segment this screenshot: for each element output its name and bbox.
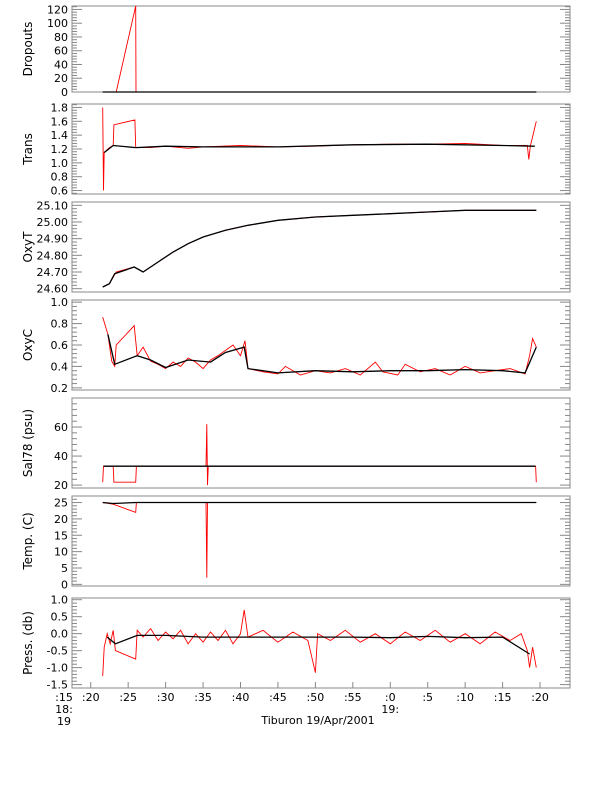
y-tick-label: 24.70 bbox=[37, 266, 69, 279]
x-tick-label: :35 bbox=[194, 691, 212, 704]
series-raw bbox=[102, 5, 537, 93]
panel-frame bbox=[71, 495, 571, 587]
y-tick-label: 0.6 bbox=[51, 185, 69, 198]
y-tick-label: 1.0 bbox=[51, 157, 69, 170]
x-tick-label: :55 bbox=[344, 691, 362, 704]
series-raw bbox=[102, 609, 537, 677]
y-tick-label: 120 bbox=[47, 3, 68, 16]
series-raw bbox=[102, 107, 537, 191]
panel-frame bbox=[71, 201, 571, 293]
y-tick-label: -1.0 bbox=[47, 662, 68, 675]
y-tick-label: 20 bbox=[54, 72, 68, 85]
panel-frame bbox=[71, 299, 571, 391]
y-tick-label: 0.2 bbox=[51, 382, 69, 395]
x-tick-label: :40 bbox=[232, 691, 250, 704]
x-axis-title: Tiburon 19/Apr/2001 bbox=[261, 714, 375, 727]
y-tick-label: 1.4 bbox=[51, 129, 69, 142]
y-tick-label: 100 bbox=[47, 17, 68, 30]
y-tick-label: 15 bbox=[54, 529, 68, 542]
x-tick-label: :5 bbox=[422, 691, 433, 704]
panel-trans: 0.60.81.01.21.41.61.8 Trans bbox=[21, 101, 571, 198]
y-axis-label: OxyC bbox=[21, 329, 35, 361]
series-raw bbox=[102, 209, 537, 288]
x-tick-label: :20 bbox=[531, 691, 549, 704]
series-smoothed bbox=[106, 634, 530, 655]
y-axis-label: Sal78 (psu) bbox=[21, 409, 35, 477]
y-tick-label: 1.0 bbox=[51, 296, 69, 309]
y-tick-label: 40 bbox=[54, 58, 68, 71]
y-tick-label: 25 bbox=[54, 497, 68, 510]
y-tick-label: 25.10 bbox=[37, 199, 69, 212]
y-tick-label: 20 bbox=[54, 479, 68, 492]
y-axis-label: Temp. (C) bbox=[21, 512, 35, 570]
panel-temp: 0 5 10 15 20 25 Temp. (C) bbox=[21, 495, 571, 591]
y-tick-label: 0.4 bbox=[51, 360, 69, 373]
y-tick-label: 10 bbox=[54, 546, 68, 559]
y-tick-label: 1.6 bbox=[51, 115, 69, 128]
y-tick-label: 1.0 bbox=[51, 594, 69, 607]
x-tick-label: :20 bbox=[82, 691, 100, 704]
y-tick-label: 0.6 bbox=[51, 339, 69, 352]
y-tick-label: 20 bbox=[54, 513, 68, 526]
series-smoothed bbox=[103, 143, 535, 154]
x-day-label: 19 bbox=[57, 715, 71, 728]
y-tick-label: 0.8 bbox=[51, 171, 69, 184]
panel-frame bbox=[71, 397, 571, 489]
y-tick-label: 60 bbox=[54, 45, 68, 58]
panel-press: -1.5 -1.0 -0.5 0.0 0.5 1.0 Press. (db) bbox=[21, 594, 571, 692]
y-axis-label: Dropouts bbox=[21, 22, 35, 77]
y-tick-label: 1.8 bbox=[51, 101, 69, 114]
y-tick-label: 24.90 bbox=[37, 233, 69, 246]
series-smoothed bbox=[102, 501, 537, 505]
x-hour-label: 19: bbox=[381, 703, 399, 716]
x-tick-label: :45 bbox=[269, 691, 287, 704]
y-axis-label: Press. (db) bbox=[21, 611, 35, 675]
y-tick-label: -0.5 bbox=[47, 645, 68, 658]
y-tick-label: 60 bbox=[54, 421, 68, 434]
y-tick-label: 25.00 bbox=[37, 216, 69, 229]
panel-frame bbox=[71, 5, 571, 93]
x-tick-label: :15 bbox=[55, 691, 73, 704]
y-tick-label: 0 bbox=[61, 578, 68, 591]
y-tick-label: 1.2 bbox=[51, 143, 69, 156]
panel-frame bbox=[71, 103, 571, 195]
panel-frame bbox=[71, 597, 571, 689]
series-raw bbox=[102, 502, 537, 578]
y-tick-label: 40 bbox=[54, 450, 68, 463]
x-tick-label: :15 bbox=[494, 691, 512, 704]
y-tick-label: 0.0 bbox=[51, 628, 69, 641]
x-tick-label: :10 bbox=[456, 691, 474, 704]
panel-oxyt: 24.60 24.70 24.80 24.90 25.00 25.10 OxyT bbox=[21, 199, 571, 296]
x-tick-label: :25 bbox=[119, 691, 137, 704]
panel-oxyc: 0.2 0.4 0.6 0.8 1.0 OxyC bbox=[21, 296, 571, 395]
y-tick-label: 0.8 bbox=[51, 318, 69, 331]
y-axis-label: OxyT bbox=[21, 231, 35, 263]
x-tick-label: :0 bbox=[385, 691, 396, 704]
y-tick-label: 24.60 bbox=[37, 283, 69, 296]
y-tick-label: -1.5 bbox=[47, 679, 68, 692]
y-axis-label: Trans bbox=[21, 133, 35, 166]
panel-sal78: 20 40 60 Sal78 (psu) bbox=[21, 397, 571, 492]
x-axis: :15 :20 :25 :30 :35 :40 :45 :50 :55 :0 :5 :10 :15 :20… bbox=[55, 682, 549, 728]
y-tick-label: 24.80 bbox=[37, 249, 69, 262]
x-tick-label: :30 bbox=[157, 691, 175, 704]
y-tick-label: 5 bbox=[61, 562, 68, 575]
y-tick-label: 0 bbox=[61, 86, 68, 99]
y-tick-label: 80 bbox=[54, 31, 68, 44]
x-tick-label: :50 bbox=[307, 691, 325, 704]
series-smoothed bbox=[107, 334, 537, 374]
y-tick-label: 0.5 bbox=[51, 611, 69, 624]
series-smoothed bbox=[102, 209, 537, 288]
x-hour-label: 18: bbox=[55, 703, 73, 716]
series-raw bbox=[102, 424, 537, 486]
